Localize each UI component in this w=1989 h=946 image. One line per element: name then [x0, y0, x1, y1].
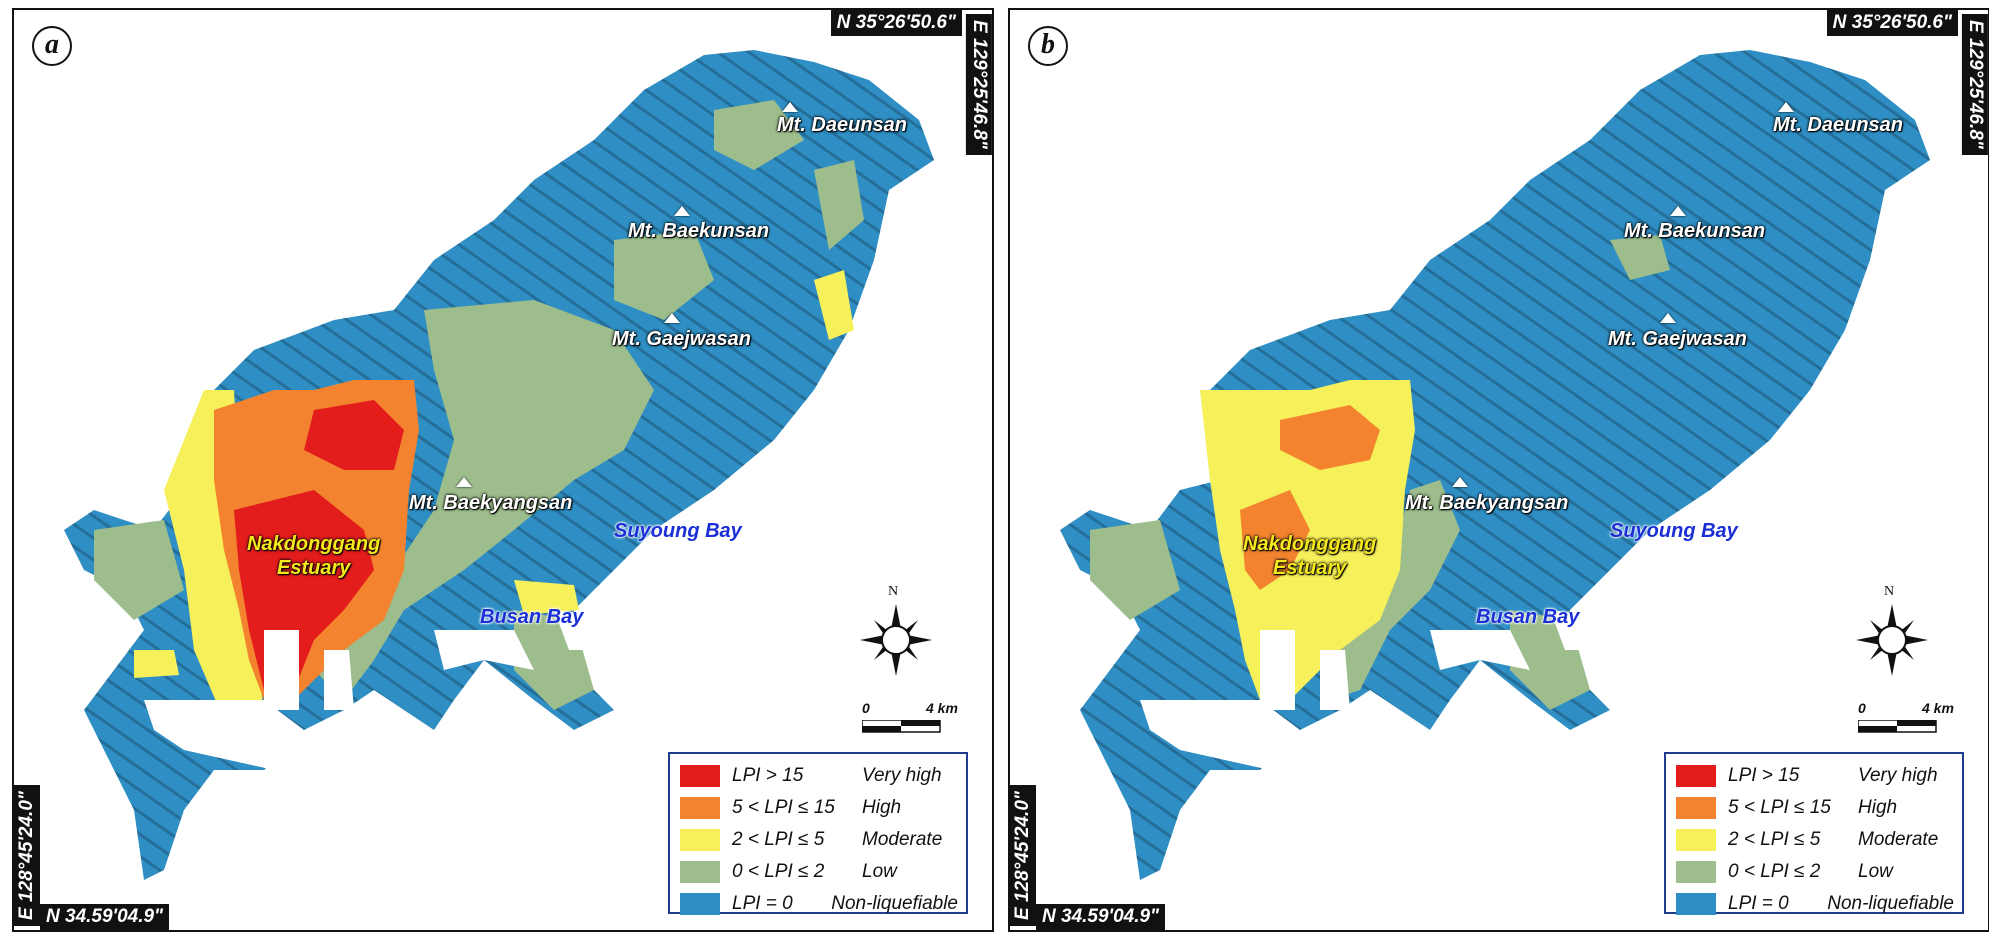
right-longitude: E 129°25'46.8" [1962, 14, 1988, 155]
peak-icon [1452, 477, 1468, 487]
legend-range: LPI > 15 [732, 765, 804, 786]
compass: N [860, 584, 932, 687]
legend-range: 5 < LPI ≤ 15 [1728, 797, 1831, 818]
legend-range: LPI = 0 [1728, 893, 1789, 914]
peak-icon [1660, 313, 1676, 323]
legend-swatch-low [1676, 861, 1716, 883]
legend-range: 5 < LPI ≤ 15 [732, 797, 835, 818]
lpi-map-a [64, 50, 934, 880]
compass-north-label: N [1884, 584, 1895, 599]
legend-row: LPI = 0 Non-liquefiable [680, 888, 958, 920]
legend-range: 2 < LPI ≤ 5 [732, 829, 825, 850]
legend-class: Very high [1858, 765, 1938, 786]
legend-class: Moderate [1858, 829, 1939, 850]
top-latitude: N 35°26'50.6" [830, 10, 962, 36]
map-panel-b: b N 35°26'50.6" E 129°25'46.8" N 34.59'0… [1008, 8, 1989, 932]
legend-range: 0 < LPI ≤ 2 [732, 861, 825, 882]
port-water [1140, 610, 1600, 770]
legend-row: LPI = 0 Non-liquefiable [1676, 888, 1954, 920]
legend-swatch-non-liquefiable [680, 893, 720, 915]
compass-north-label: N [888, 584, 899, 599]
legend-swatch-moderate [680, 829, 720, 851]
legend-class: Low [862, 861, 897, 882]
legend-range: LPI = 0 [732, 893, 793, 914]
label-mt-baekunsan: Mt. Baekunsan [628, 220, 770, 242]
scale-start: 0 [1858, 700, 1866, 716]
compass-rose-icon [860, 604, 932, 676]
lpi-map-b [1060, 50, 1930, 880]
label-busan-bay: Busan Bay [480, 606, 584, 628]
scale-start: 0 [862, 700, 870, 716]
legend-row: 2 < LPI ≤ 5 Moderate [1676, 824, 1954, 856]
label-mt-daeunsan: Mt. Daeunsan [777, 114, 908, 136]
legend-swatch-very-high [680, 765, 720, 787]
panel-letter-b: b [1028, 26, 1068, 66]
bottom-latitude: N 34.59'04.9" [1036, 904, 1166, 930]
scale-end: 4 km [1922, 700, 1954, 716]
legend: LPI > 15 Very high 5 < LPI ≤ 15 High 2 <… [668, 752, 968, 915]
label-mt-baekyangsan: Mt. Baekyangsan [409, 492, 573, 514]
legend-swatch-high [680, 797, 720, 819]
scale-end: 4 km [926, 700, 958, 716]
zone-high [1240, 405, 1380, 590]
map-panel-a: a N 35°26'50.6" E 129°25'46.8" N 34.59'0… [12, 8, 994, 932]
legend-class: Very high [862, 765, 942, 786]
label-mt-baekunsan: Mt. Baekunsan [1624, 220, 1766, 242]
left-longitude: E 128°45'24.0" [1010, 785, 1036, 926]
legend-swatch-moderate [1676, 829, 1716, 851]
label-suyoung-bay: Suyoung Bay [614, 520, 742, 542]
label-mt-daeunsan: Mt. Daeunsan [1773, 114, 1904, 136]
bottom-latitude: N 34.59'04.9" [40, 904, 170, 930]
label-busan-bay: Busan Bay [1476, 606, 1580, 628]
label-suyoung-bay: Suyoung Bay [1610, 520, 1738, 542]
legend-class: High [1858, 797, 1898, 818]
legend-row: 5 < LPI ≤ 15 High [1676, 792, 1954, 824]
peak-icon [1670, 206, 1686, 216]
legend-class: Non-liquefiable [831, 893, 958, 914]
legend-swatch-high [1676, 797, 1716, 819]
scale-bar-icon [862, 720, 941, 733]
label-nakdonggang-estuary: Nakdonggang Estuary [1243, 533, 1377, 579]
legend-swatch-low [680, 861, 720, 883]
peak-icon [674, 206, 690, 216]
compass: N [1856, 584, 1928, 687]
legend-range: 2 < LPI ≤ 5 [1728, 829, 1821, 850]
top-latitude: N 35°26'50.6" [1826, 10, 1958, 36]
legend-swatch-very-high [1676, 765, 1716, 787]
legend-row: LPI > 15 Very high [1676, 760, 1954, 792]
legend-swatch-non-liquefiable [1676, 893, 1716, 915]
right-longitude: E 129°25'46.8" [966, 14, 992, 155]
peak-icon [456, 477, 472, 487]
legend-class: Moderate [862, 829, 943, 850]
compass-rose-icon [1856, 604, 1928, 676]
legend-row: 5 < LPI ≤ 15 High [680, 792, 958, 824]
legend-row: LPI > 15 Very high [680, 760, 958, 792]
legend-class: Non-liquefiable [1827, 893, 1954, 914]
label-mt-gaejwasan: Mt. Gaejwasan [612, 328, 751, 350]
legend-row: 2 < LPI ≤ 5 Moderate [680, 824, 958, 856]
legend-range: LPI > 15 [1728, 765, 1800, 786]
port-water [144, 610, 604, 770]
legend-class: High [862, 797, 902, 818]
legend-row: 0 < LPI ≤ 2 Low [1676, 856, 1954, 888]
zone-moderate [134, 270, 854, 720]
label-mt-baekyangsan: Mt. Baekyangsan [1405, 492, 1569, 514]
zone-low [94, 100, 864, 710]
legend-row: 0 < LPI ≤ 2 Low [680, 856, 958, 888]
peak-icon [1778, 102, 1794, 112]
left-longitude: E 128°45'24.0" [14, 785, 40, 926]
legend-class: Low [1858, 861, 1893, 882]
label-mt-gaejwasan: Mt. Gaejwasan [1608, 328, 1747, 350]
scale-bar-icon [1858, 720, 1937, 733]
peak-icon [664, 313, 680, 323]
panel-letter-a: a [32, 26, 72, 66]
legend: LPI > 15 Very high 5 < LPI ≤ 15 High 2 <… [1664, 752, 1964, 915]
label-nakdonggang-estuary: Nakdonggang Estuary [247, 533, 381, 579]
legend-range: 0 < LPI ≤ 2 [1728, 861, 1821, 882]
peak-icon [782, 102, 798, 112]
